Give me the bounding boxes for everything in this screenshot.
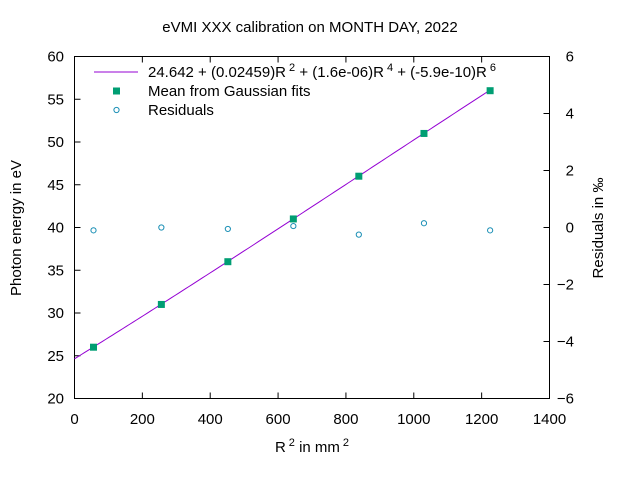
gaussian-mean-point: [420, 129, 428, 137]
y2-axis-ticks: −6 −4 −2 0 2 4 6: [543, 49, 574, 408]
gaussian-mean-point: [157, 300, 165, 308]
legend-fit-label: 24.642 + (0.02459)R 2 + (1.6e-06)R 4 + (-5…: [148, 62, 496, 81]
gaussian-mean-point: [90, 343, 97, 351]
y-tick-label: 45: [47, 177, 64, 194]
x-tick-label: 400: [198, 411, 223, 428]
legend-series-label: Mean from Gaussian fits: [148, 83, 311, 100]
residual-point: [355, 231, 362, 238]
legend-series-label: Residuals: [148, 102, 214, 119]
x-tick-label: 0: [70, 411, 78, 428]
y-tick-label: 55: [47, 91, 64, 108]
y-tick-label: 40: [47, 220, 64, 237]
y2-tick-label: 2: [566, 163, 574, 180]
x-tick-label: 600: [266, 411, 291, 428]
y2-tick-label: −6: [557, 391, 574, 408]
x-tick-label: 800: [333, 411, 358, 428]
residual-point: [90, 227, 97, 234]
x-tick-label: 200: [130, 411, 155, 428]
gaussian-mean-point: [224, 258, 232, 266]
y2-tick-label: 4: [566, 106, 574, 123]
residual-point: [420, 220, 428, 227]
residual-point: [158, 224, 165, 231]
y2-tick-label: −4: [557, 334, 574, 351]
residual-point: [487, 227, 494, 234]
y-tick-label: 30: [47, 305, 64, 322]
y-tick-label: 25: [47, 348, 64, 365]
gaussian-mean-point: [486, 87, 494, 95]
x-tick-label: 1000: [397, 411, 430, 428]
y-tick-label: 20: [47, 391, 64, 408]
residual-point: [224, 225, 231, 233]
y2-tick-label: 0: [566, 220, 574, 237]
fit-curve-group: [74, 89, 491, 360]
y2-tick-label: 6: [566, 49, 574, 66]
x-tick-label: 1200: [465, 411, 498, 428]
legend: 24.642 + (0.02459)R 2 + (1.6e-06)R 4 + (-5…: [94, 62, 496, 119]
data-points-group: [90, 87, 494, 351]
fit-curve: [74, 89, 491, 360]
chart-title: eVMI XXX calibration on MONTH DAY, 2022: [162, 19, 457, 36]
legend-gaussian-swatch: [113, 87, 120, 95]
x-tick-label: 1400: [533, 411, 566, 428]
plot-frame: [74, 56, 550, 399]
y-tick-label: 50: [47, 134, 64, 151]
gaussian-mean-point: [355, 172, 363, 180]
legend-residual-swatch: [113, 106, 120, 114]
residual-point: [290, 222, 297, 230]
y-tick-label: 35: [47, 262, 64, 279]
y-tick-label: 60: [47, 49, 64, 66]
y2-tick-label: −2: [557, 277, 574, 294]
y-axis-label: Photon energy in eV: [8, 160, 25, 296]
gaussian-mean-point: [289, 215, 297, 223]
y-axis-ticks: 20 25 30 35 40 45 50 55 60: [47, 49, 81, 408]
y2-axis-label: Residuals in ‰: [590, 178, 607, 279]
x-axis-ticks: 0 200 400 600 800 1000 1200 1400: [70, 56, 566, 428]
